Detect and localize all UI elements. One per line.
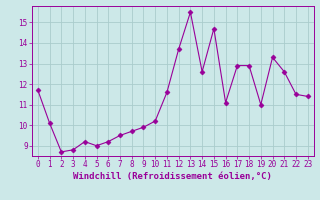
X-axis label: Windchill (Refroidissement éolien,°C): Windchill (Refroidissement éolien,°C) bbox=[73, 172, 272, 181]
